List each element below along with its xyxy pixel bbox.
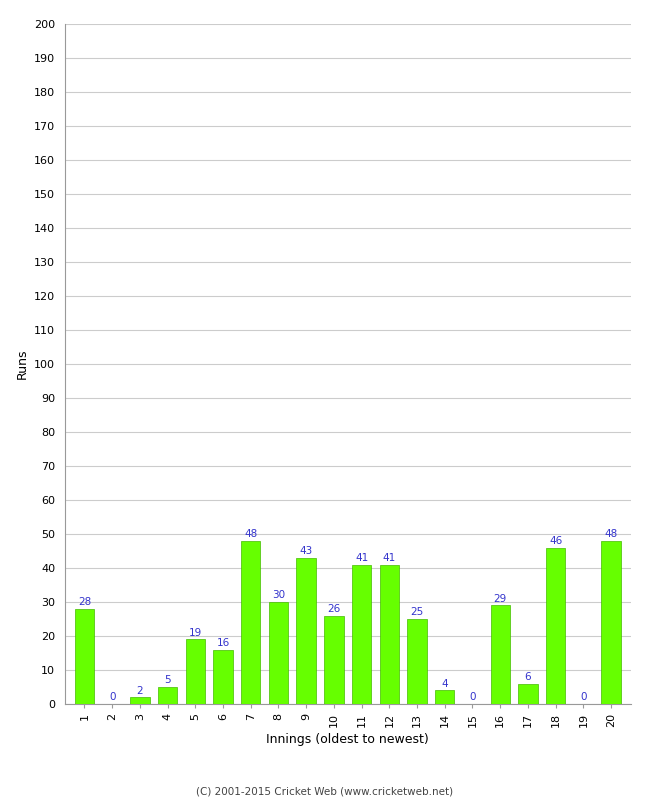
Text: 19: 19 [188,628,202,638]
Text: (C) 2001-2015 Cricket Web (www.cricketweb.net): (C) 2001-2015 Cricket Web (www.cricketwe… [196,786,454,796]
Bar [408,619,427,704]
Bar [518,683,538,704]
Bar [75,609,94,704]
Text: 0: 0 [109,692,116,702]
Text: 5: 5 [164,675,171,686]
Bar [158,687,177,704]
Text: 41: 41 [355,553,369,563]
X-axis label: Innings (oldest to newest): Innings (oldest to newest) [266,733,429,746]
Text: 4: 4 [441,678,448,689]
Text: 30: 30 [272,590,285,600]
Text: 43: 43 [300,546,313,556]
Bar [213,650,233,704]
Text: 28: 28 [78,597,91,607]
Text: 2: 2 [136,686,143,695]
Bar [380,565,399,704]
Text: 16: 16 [216,638,229,648]
Text: 48: 48 [604,529,617,539]
Text: 6: 6 [525,672,531,682]
Bar [186,639,205,704]
Text: 46: 46 [549,536,562,546]
Bar [268,602,288,704]
Text: 0: 0 [580,692,586,702]
Text: 41: 41 [383,553,396,563]
Y-axis label: Runs: Runs [16,349,29,379]
Bar [435,690,454,704]
Text: 0: 0 [469,692,476,702]
Bar [601,541,621,704]
Bar [324,616,344,704]
Text: 48: 48 [244,529,257,539]
Bar [130,697,150,704]
Text: 25: 25 [410,607,424,618]
Bar [352,565,371,704]
Text: 29: 29 [493,594,507,604]
Bar [241,541,261,704]
Bar [296,558,316,704]
Text: 26: 26 [327,604,341,614]
Bar [491,606,510,704]
Bar [546,547,566,704]
